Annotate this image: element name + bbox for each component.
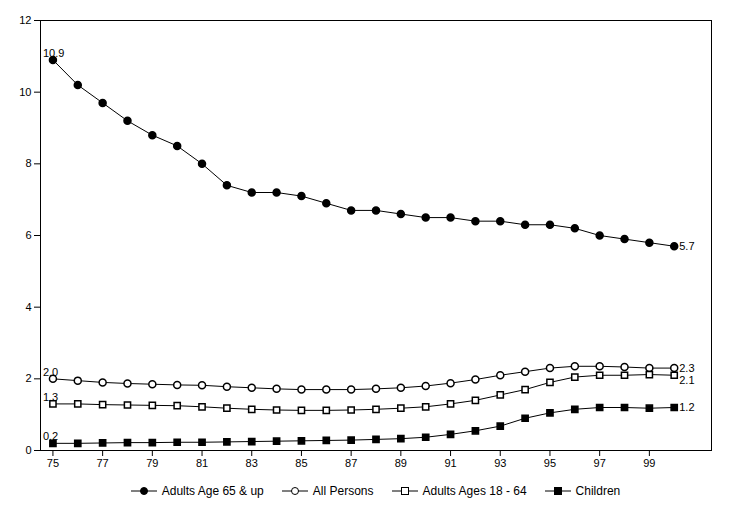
svg-text:2.1: 2.1 <box>679 374 694 386</box>
svg-text:2.0: 2.0 <box>43 366 58 378</box>
svg-text:10.9: 10.9 <box>43 47 64 59</box>
svg-text:2: 2 <box>25 372 31 384</box>
svg-text:87: 87 <box>345 457 357 469</box>
svg-text:83: 83 <box>246 457 258 469</box>
svg-text:0: 0 <box>25 444 31 456</box>
svg-text:93: 93 <box>494 457 506 469</box>
svg-text:85: 85 <box>295 457 307 469</box>
svg-text:81: 81 <box>196 457 208 469</box>
svg-text:12: 12 <box>19 14 31 26</box>
svg-text:91: 91 <box>444 457 456 469</box>
svg-text:10: 10 <box>19 86 31 98</box>
svg-text:89: 89 <box>395 457 407 469</box>
svg-text:2.3: 2.3 <box>679 362 694 374</box>
svg-text:77: 77 <box>97 457 109 469</box>
svg-text:0.2: 0.2 <box>43 430 58 442</box>
svg-text:4: 4 <box>25 301 31 313</box>
svg-text:99: 99 <box>643 457 655 469</box>
svg-text:97: 97 <box>594 457 606 469</box>
html-text:Children: Children <box>575 484 621 498</box>
svg-text:6: 6 <box>25 229 31 241</box>
svg-text:1.2: 1.2 <box>679 401 694 413</box>
svg-text:95: 95 <box>544 457 556 469</box>
html-text:All Persons: All Persons <box>312 484 374 498</box>
svg-text:5.7: 5.7 <box>679 240 694 252</box>
html-text:Adults Age 65 & up: Adults Age 65 & up <box>161 484 264 498</box>
svg-text:8: 8 <box>25 157 31 169</box>
html-text:Adults Ages 18 - 64: Adults Ages 18 - 64 <box>422 484 527 498</box>
svg-text:79: 79 <box>146 457 158 469</box>
svg-text:1.3: 1.3 <box>43 391 58 403</box>
svg-text:75: 75 <box>47 457 59 469</box>
